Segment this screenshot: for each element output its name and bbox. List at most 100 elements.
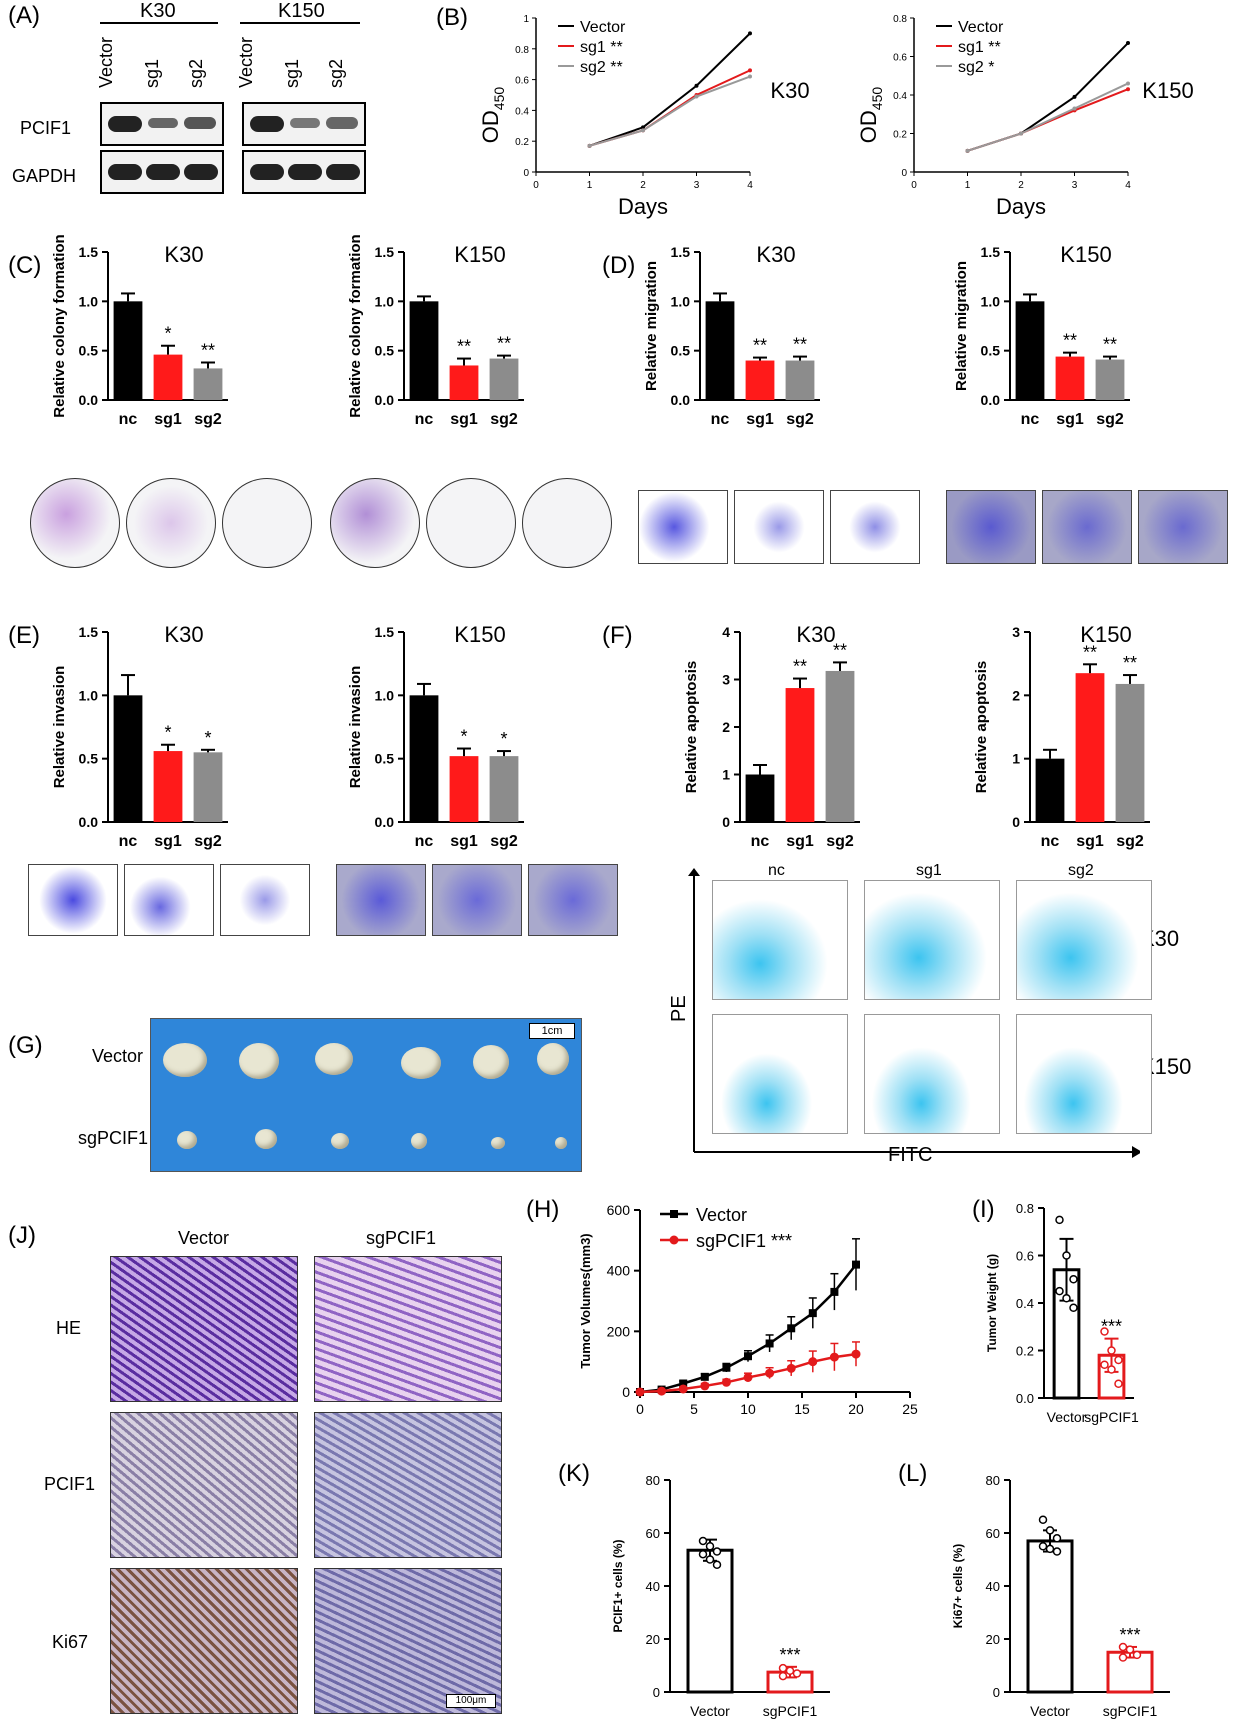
histo-pcif1-vector — [110, 1412, 298, 1558]
data-point — [778, 1671, 788, 1681]
data-point — [1038, 1515, 1048, 1524]
legend-label: Vector — [696, 1205, 747, 1225]
data-point — [786, 1363, 796, 1373]
migration-image-k30-nc — [638, 490, 728, 564]
legend-label: sg2 ** — [580, 59, 623, 76]
x-tick-label: sg2 — [194, 833, 222, 850]
y-tick-label: 1.0 — [671, 293, 691, 309]
y-tick-label: 0.5 — [79, 751, 99, 767]
y-tick-label: 2 — [722, 719, 730, 735]
legend-label: sg1 ** — [580, 39, 623, 56]
data-point — [1052, 1547, 1062, 1556]
y-tick-label: 600 — [607, 1202, 631, 1218]
x-tick-label: Vector — [690, 1703, 730, 1719]
y-axis-label: Relative apoptosis — [973, 661, 990, 794]
y-tick-label: 0.0 — [375, 814, 395, 830]
invasion-image-k30-sg2 — [220, 864, 310, 936]
flow-col-sg1: sg1 — [916, 862, 942, 879]
y-axis-label: Relative invasion — [51, 666, 68, 789]
x-tick-label: sg2 — [490, 833, 518, 850]
data-point — [765, 1368, 775, 1378]
data-point — [1055, 1286, 1064, 1296]
x-tick-label: 0 — [911, 180, 917, 191]
data-point — [698, 1536, 708, 1546]
significance-label: ** — [1103, 335, 1117, 355]
x-tick-label: 20 — [848, 1401, 864, 1417]
migration-image-k30-sg1 — [734, 490, 824, 564]
panel-label-d: (D) — [602, 252, 636, 279]
data-point — [1126, 87, 1130, 92]
x-tick-label: sg2 — [490, 411, 518, 428]
bar — [1095, 359, 1125, 400]
data-point — [721, 1377, 731, 1387]
data-point — [1114, 1355, 1123, 1365]
bar — [489, 358, 519, 400]
y-tick-label: 1.5 — [79, 244, 99, 260]
data-point — [1038, 1542, 1048, 1551]
x-tick-label: nc — [119, 833, 138, 850]
significance-label: ** — [1123, 653, 1137, 673]
y-tick-label: 0 — [622, 1384, 630, 1400]
x-tick-label: 25 — [902, 1401, 918, 1417]
blot-row-label-gapdh: GAPDH — [12, 166, 77, 186]
significance-label: * — [164, 324, 171, 344]
y-tick-label: 0.0 — [671, 392, 691, 408]
significance-label: *** — [779, 1645, 800, 1665]
y-tick-label: 3 — [722, 672, 730, 688]
colony-dish-k150-nc — [330, 478, 420, 568]
y-tick-label: 1.0 — [375, 687, 395, 703]
data-point — [1062, 1251, 1071, 1260]
x-tick-label: Vector — [1030, 1703, 1070, 1719]
significance-label: ** — [201, 341, 215, 361]
y-tick-label: 0.5 — [375, 751, 395, 767]
histo-col-sgpcif1: sgPCIF1 — [366, 1228, 437, 1248]
data-point — [765, 1339, 774, 1348]
x-tick-label: nc — [751, 833, 770, 850]
x-tick-label: sg2 — [194, 411, 222, 428]
x-axis-label: Days — [996, 194, 1046, 219]
y-tick-label: 0 — [901, 168, 907, 179]
y-tick-label: 0.0 — [1016, 1391, 1034, 1406]
y-axis-label: Relative invasion — [347, 666, 364, 789]
flow-plot-k30-sg2 — [1016, 880, 1152, 1000]
data-point — [1045, 1526, 1055, 1535]
migration-image-k30-sg2 — [830, 490, 920, 564]
bar — [153, 354, 183, 400]
y-tick-label: 80 — [986, 1473, 1000, 1488]
x-tick-label: sgPCIF1 — [1084, 1409, 1139, 1425]
x-tick-label: 2 — [1018, 180, 1024, 191]
bar — [409, 301, 439, 400]
y-tick-label: 1.0 — [79, 293, 99, 309]
bar — [193, 752, 223, 822]
bar — [686, 1548, 734, 1694]
data-point — [748, 68, 752, 73]
data-point — [1052, 1534, 1062, 1543]
y-tick-label: 1.5 — [981, 244, 1001, 260]
histo-row-ki67: Ki67 — [52, 1632, 89, 1652]
data-point — [1132, 1650, 1142, 1660]
bar — [1115, 683, 1145, 822]
significance-label: ** — [793, 335, 807, 355]
legend-label: sg2 * — [958, 59, 994, 76]
data-point — [748, 31, 752, 36]
blot-gapdh-k150 — [242, 150, 366, 194]
data-point — [1062, 1294, 1071, 1303]
data-point — [678, 1384, 688, 1394]
bar — [449, 756, 479, 822]
bar — [745, 774, 775, 822]
y-tick-label: 0.0 — [79, 392, 99, 408]
data-point — [1100, 1360, 1109, 1369]
panel-label-b: (B) — [436, 4, 468, 31]
bar — [1055, 356, 1085, 400]
y-tick-label: 0.0 — [375, 392, 395, 408]
data-point — [641, 128, 645, 133]
y-axis-label: OD450 — [478, 87, 507, 144]
bar — [193, 368, 223, 400]
y-tick-label: 80 — [646, 1473, 660, 1488]
blot-row-label-pcif1: PCIF1 — [20, 118, 72, 138]
histo-ki67-vector — [110, 1568, 298, 1714]
y-tick-label: 1.0 — [981, 293, 1001, 309]
flow-plot-k150-nc — [712, 1014, 848, 1134]
y-tick-label: 1 — [722, 767, 730, 783]
